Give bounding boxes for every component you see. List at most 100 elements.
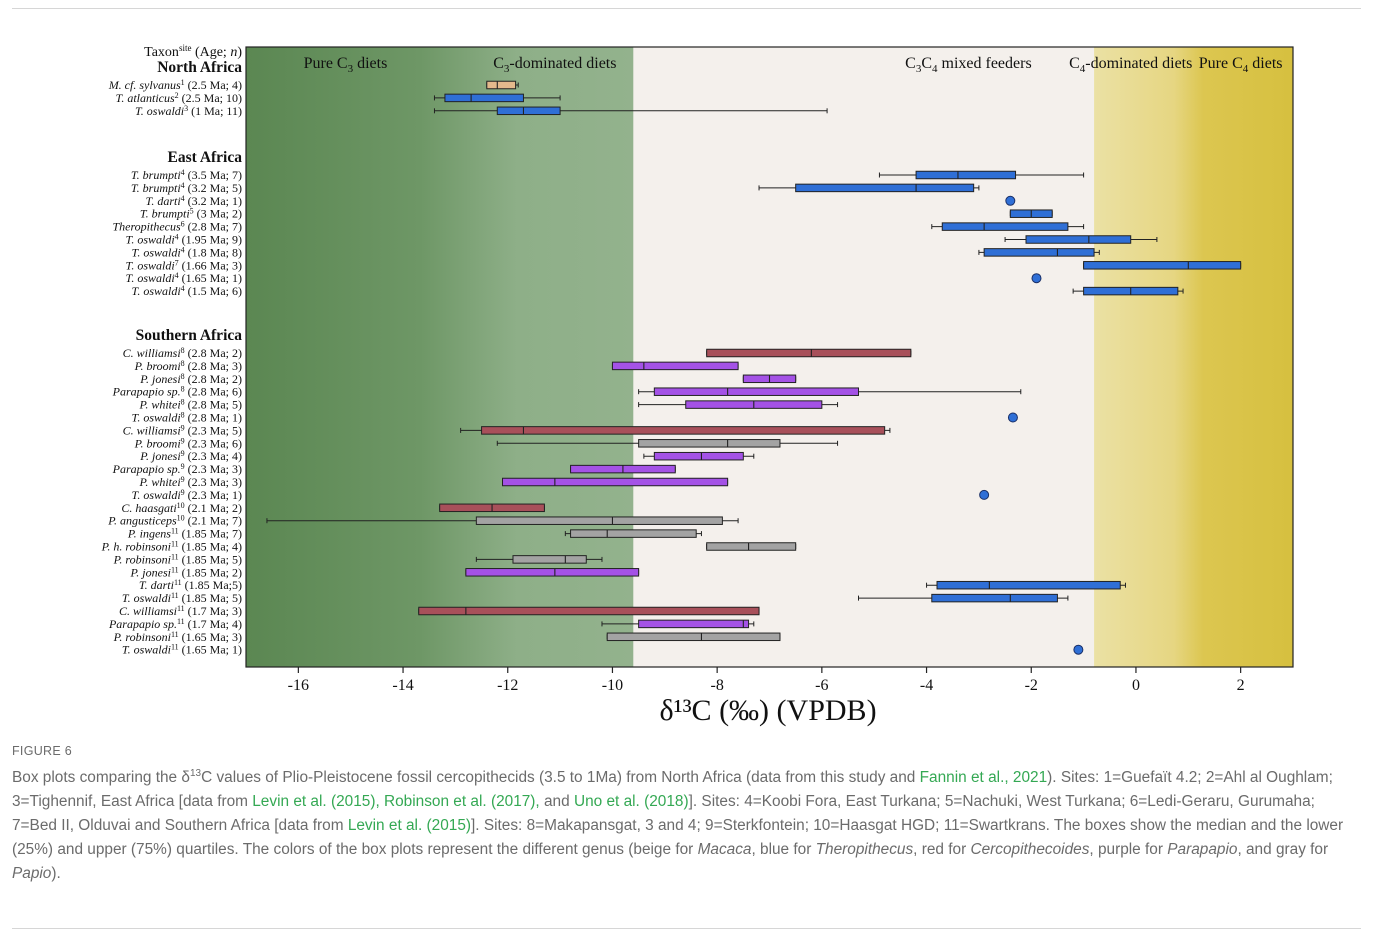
row-label: P. broomi9 (2.3 Ma; 6) <box>134 436 242 450</box>
zone-c3 <box>246 47 634 667</box>
boxplot-figure: Pure C3 diets C3-dominated diets C3C4 mixe… <box>101 43 1294 727</box>
row-label: T. atlanticus2 (2.5 Ma; 10) <box>116 91 242 105</box>
figure-label: FIGURE 6 <box>12 744 73 758</box>
box <box>512 555 587 564</box>
box <box>465 568 640 577</box>
zone-label: C4-dominated diets <box>1069 55 1192 75</box>
row-label: P. whitei9 (2.3 Ma; 3) <box>139 475 242 489</box>
x-tick-label: -14 <box>392 677 413 694</box>
row-label: T. oswaldi8 (2.8 Ma; 1) <box>132 411 242 425</box>
caption-text: Box plots comparing the δ13C values of P… <box>12 768 1344 883</box>
box <box>941 222 1069 231</box>
row-label: C. williamsi8 (2.8 Ma; 2) <box>123 346 242 360</box>
top-rule <box>12 8 1361 9</box>
box <box>638 619 750 629</box>
x-tick-label: -12 <box>497 677 518 694</box>
row-label: P. jonesi11 (1.85 Ma; 2) <box>130 565 242 579</box>
row-label: P. ingens11 (1.85 Ma; 7) <box>127 527 242 541</box>
row-label: T. oswaldi11 (1.85 Ma; 5) <box>122 591 242 605</box>
data-point <box>1005 195 1016 206</box>
box <box>418 606 760 616</box>
row-label: C. williamsi9 (2.3 Ma; 5) <box>123 423 242 437</box>
data-point <box>1073 644 1084 655</box>
group-header: East Africa <box>168 149 243 166</box>
row-label: P. whitei8 (2.8 Ma; 5) <box>139 398 242 412</box>
box <box>795 183 975 193</box>
row-label: Parapapio sp.8 (2.8 Ma; 6) <box>112 385 242 399</box>
row-label: C. haasgati10 (2.1 Ma; 2) <box>121 501 242 515</box>
x-tick-label: -16 <box>288 677 309 694</box>
box <box>915 170 1017 180</box>
bottom-rule <box>12 928 1361 929</box>
row-label: T. brumpti5 (3 Ma; 2) <box>140 207 242 221</box>
row-label: T. oswaldi3 (1 Ma; 11) <box>135 104 242 118</box>
box <box>931 593 1058 603</box>
zone-label: C3C4 mixed feeders <box>905 55 1032 75</box>
box <box>444 93 524 103</box>
row-label: Theropithecus6 (2.8 Ma; 7) <box>112 220 242 234</box>
box <box>983 248 1095 257</box>
row-label: Parapapio sp.11 (1.7 Ma; 4) <box>108 617 242 631</box>
row-label: T. brumpti4 (3.2 Ma; 5) <box>131 181 242 195</box>
x-axis: -16 -14 -12 -10 -8 -6 -4 -2 0 2 <box>288 667 1245 694</box>
figure-caption: FIGURE 6 Box plots comparing the δ13C va… <box>12 744 1362 886</box>
zone-labels: Pure C3 diets C3-dominated diets C3C4 mixe… <box>304 55 1283 75</box>
box <box>936 580 1121 590</box>
box <box>475 516 723 525</box>
data-point <box>979 489 990 500</box>
x-tick-label: -8 <box>710 677 723 694</box>
x-axis-label: δ¹³C (‰) (VPDB) <box>659 694 876 727</box>
box <box>486 80 517 90</box>
row-labels: Taxonsite (Age; n)North Africa M. cf. syl… <box>101 43 243 657</box>
x-tick-label: -6 <box>815 677 828 694</box>
row-label: T. oswaldi4 (1.5 Ma; 6) <box>132 284 242 298</box>
row-label: Parapapio sp.9 (2.3 Ma; 3) <box>112 462 242 476</box>
row-label: T. darti4 (3.2 Ma; 1) <box>146 194 242 208</box>
zone-label: Pure C3 diets <box>304 55 388 75</box>
row-label: T. oswaldi4 (1.8 Ma; 8) <box>132 245 242 259</box>
row-label: T. oswaldi7 (1.66 Ma; 3) <box>126 258 242 272</box>
data-point <box>1031 273 1042 284</box>
box <box>638 439 781 448</box>
box <box>653 451 744 461</box>
box <box>706 542 797 551</box>
box <box>706 348 912 358</box>
x-tick-label: 2 <box>1237 677 1245 694</box>
row-label: P. robinsoni11 (1.85 Ma; 5) <box>113 552 242 566</box>
row-label: P. jonesi8 (2.8 Ma; 2) <box>139 372 242 386</box>
box <box>606 632 781 642</box>
x-tick-label: -10 <box>602 677 623 694</box>
diet-zones <box>245 46 1294 668</box>
box-plots <box>266 80 1242 655</box>
row-label: P. jonesi9 (2.3 Ma; 4) <box>139 449 242 463</box>
zone-c4 <box>1094 47 1293 667</box>
row-label: P. broomi8 (2.8 Ma; 3) <box>134 359 242 373</box>
row-label: T. oswaldi4 (1.95 Ma; 9) <box>126 233 242 247</box>
row-label: C. williamsi11 (1.7 Ma; 3) <box>119 604 242 618</box>
box <box>1083 261 1242 270</box>
box <box>653 387 859 396</box>
taxon-header: Taxonsite (Age; n) <box>144 43 242 60</box>
row-label: M. cf. sylvanus1 (2.5 Ma; 4) <box>108 78 242 92</box>
box <box>502 477 729 487</box>
group-header: North Africa <box>157 59 242 76</box>
box <box>496 106 561 116</box>
x-tick-label: -4 <box>920 677 933 694</box>
x-tick-label: -2 <box>1025 677 1038 694</box>
x-tick-label: 0 <box>1132 677 1140 694</box>
row-label: P. h. robinsoni11 (1.85 Ma; 4) <box>101 540 242 554</box>
row-label: T. oswaldi9 (2.3 Ma; 1) <box>132 488 242 502</box>
row-label: P. angusticeps10 (2.1 Ma; 7) <box>107 514 242 528</box>
data-point <box>1007 412 1018 423</box>
box <box>1025 235 1132 244</box>
box <box>481 426 886 435</box>
plot-frame <box>245 46 1294 668</box>
row-label: P. robinsoni11 (1.65 Ma; 3) <box>113 630 242 644</box>
row-label: T. brumpti4 (3.5 Ma; 7) <box>131 168 242 182</box>
box <box>570 529 697 538</box>
zone-label: Pure C4 diets <box>1199 55 1283 75</box>
box <box>611 361 739 371</box>
row-label: T. oswaldi11 (1.65 Ma; 1) <box>122 643 242 657</box>
row-label: T. darti11 (1.85 Ma;5) <box>139 578 242 592</box>
group-header: Southern Africa <box>136 327 243 344</box>
